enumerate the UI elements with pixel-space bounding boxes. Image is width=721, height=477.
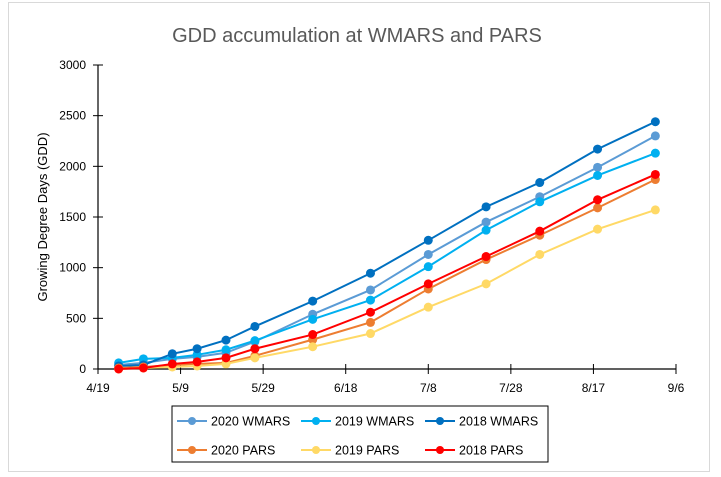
data-point <box>593 195 603 205</box>
x-tick-label: 8/17 <box>582 381 606 395</box>
data-point <box>365 285 375 295</box>
y-tick-label: 0 <box>79 362 86 376</box>
data-point <box>192 357 202 367</box>
series-line-2018-wmars <box>118 120 656 367</box>
data-point <box>593 144 603 154</box>
data-point <box>365 307 375 317</box>
series-line-2020-pars <box>118 178 656 369</box>
data-point <box>535 178 545 188</box>
data-point <box>481 252 491 262</box>
legend-marker <box>188 417 196 425</box>
chart-title: GDD accumulation at WMARS and PARS <box>172 25 542 47</box>
y-axis-label: Growing Degree Days (GDD) <box>35 132 50 301</box>
x-tick-label: 6/18 <box>334 381 358 395</box>
x-tick-label: 9/6 <box>668 381 685 395</box>
data-point <box>535 249 545 259</box>
legend-box <box>171 405 549 463</box>
series-line-2018-pars <box>118 173 656 370</box>
data-point <box>423 279 433 289</box>
legend-label: 2018 WMARS <box>459 415 538 429</box>
data-point <box>250 344 260 354</box>
y-tick-label: 3000 <box>59 58 86 72</box>
data-point <box>650 117 660 127</box>
legend-label: 2018 PARS <box>459 444 523 458</box>
x-tick-label: 4/19 <box>86 381 110 395</box>
data-point <box>535 226 545 236</box>
data-point <box>481 225 491 235</box>
legend-marker <box>312 446 320 454</box>
data-point <box>650 148 660 158</box>
data-point <box>167 359 177 369</box>
data-point <box>481 279 491 289</box>
data-point <box>423 262 433 272</box>
data-point <box>221 345 231 355</box>
data-point <box>308 314 318 324</box>
data-point <box>650 131 660 141</box>
data-point <box>250 336 260 346</box>
data-point <box>423 235 433 245</box>
x-tick-label: 7/8 <box>420 381 437 395</box>
data-point <box>192 344 202 354</box>
legend-label: 2019 PARS <box>335 444 399 458</box>
data-point <box>221 335 231 345</box>
y-tick-label: 500 <box>66 311 86 325</box>
y-tick-label: 2500 <box>59 109 86 123</box>
legend-label: 2020 PARS <box>211 444 275 458</box>
data-point <box>308 296 318 306</box>
data-point <box>593 162 603 172</box>
data-point <box>138 363 148 373</box>
y-tick-label: 1000 <box>59 261 86 275</box>
data-point <box>167 349 177 359</box>
data-point <box>423 249 433 259</box>
data-point <box>250 353 260 363</box>
series-line-2019-wmars <box>118 152 656 364</box>
y-tick-label: 1500 <box>59 210 86 224</box>
data-point <box>481 202 491 212</box>
data-point <box>650 205 660 215</box>
data-point <box>365 295 375 305</box>
data-point <box>308 330 318 340</box>
data-point <box>221 353 231 363</box>
x-tick-label: 7/28 <box>499 381 523 395</box>
series-line-2020-wmars <box>118 135 656 366</box>
legend-label: 2019 WMARS <box>335 415 414 429</box>
x-tick-label: 5/9 <box>172 381 189 395</box>
legend-marker <box>312 417 320 425</box>
x-tick-label: 5/29 <box>251 381 275 395</box>
legend-label: 2020 WMARS <box>211 415 290 429</box>
data-point <box>481 217 491 227</box>
data-point <box>308 342 318 352</box>
data-point <box>365 268 375 278</box>
data-point <box>593 224 603 234</box>
data-point <box>650 169 660 179</box>
y-tick-label: 2000 <box>59 159 86 173</box>
chart-frame <box>8 2 710 472</box>
data-point <box>423 302 433 312</box>
legend-marker <box>436 446 444 454</box>
data-point <box>250 321 260 331</box>
legend-marker <box>436 417 444 425</box>
data-point <box>535 197 545 207</box>
data-point <box>365 329 375 339</box>
data-point <box>365 317 375 327</box>
data-point <box>114 364 124 374</box>
data-point <box>593 203 603 213</box>
data-point <box>593 170 603 180</box>
legend-marker <box>188 446 196 454</box>
